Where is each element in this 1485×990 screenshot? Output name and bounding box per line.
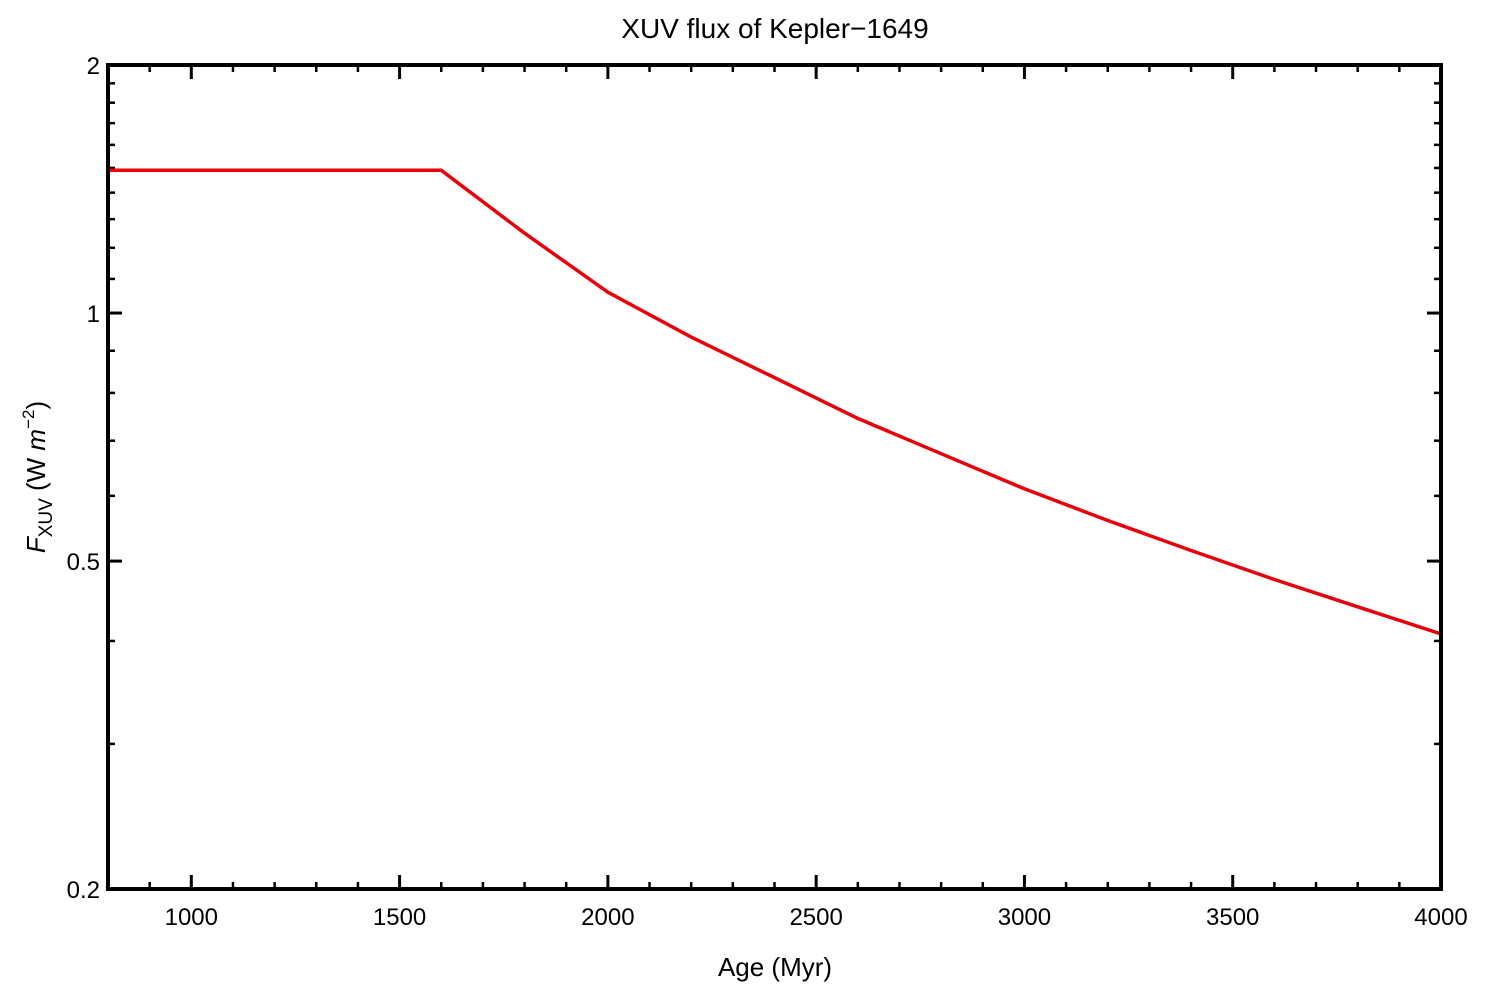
axes-layer: 1000 1500 2000 2500 3000 3500 4000 0.2 0.5 1 2 — [67, 53, 1468, 931]
x-tick-label: 1000 — [165, 904, 218, 931]
y-axis-label-unit-var: m — [21, 429, 51, 451]
y-axis-label-unit-suffix: ) — [21, 401, 51, 410]
series-layer — [108, 168, 1442, 636]
y-axis-label-unit-exp: −2 — [19, 409, 38, 428]
y-tick-label: 2 — [87, 53, 100, 80]
x-tick-label: 2500 — [789, 904, 842, 931]
chart-title: XUV flux of Kepler−1649 — [621, 13, 928, 44]
y-tick-label: 0.2 — [67, 877, 100, 904]
y-tick-label: 1 — [87, 301, 100, 328]
x-tick-label: 2000 — [581, 904, 634, 931]
plot-frame — [106, 63, 1443, 891]
x-axis-label: Age (Myr) — [718, 952, 832, 982]
x-tick-label: 3500 — [1206, 904, 1259, 931]
x-tick-label: 3000 — [998, 904, 1051, 931]
y-axis-label-unit-prefix: (W — [21, 451, 51, 499]
x-tick-label: 4000 — [1414, 904, 1467, 931]
series-line — [108, 168, 1442, 636]
y-tick-label: 0.5 — [67, 549, 100, 576]
x-tick-label: 1500 — [373, 904, 426, 931]
y-axis-label: FXUV (W m−2) — [19, 401, 57, 553]
y-axis-label-symbol: F — [21, 535, 51, 553]
y-axis-label-subscript: XUV — [36, 498, 57, 537]
